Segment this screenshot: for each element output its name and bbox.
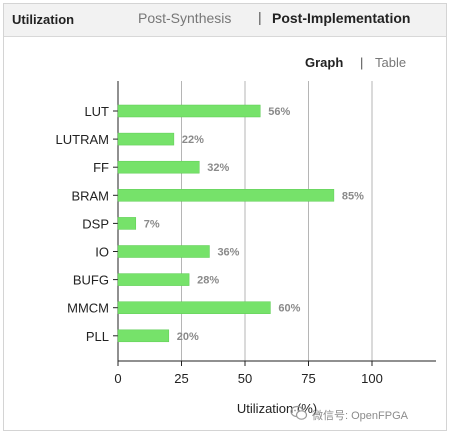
panel-title: Utilization (12, 12, 75, 27)
bar-dsp (117, 217, 137, 230)
tab-post-implementation[interactable]: Post-Implementation (272, 10, 411, 26)
category-label: DSP (82, 216, 109, 231)
view-toggle-separator: | (360, 55, 364, 70)
value-label: 60% (278, 303, 300, 315)
x-tick-label: 25 (174, 371, 188, 386)
category-label: PLL (86, 329, 109, 344)
tab-separator: | (258, 9, 262, 25)
value-label: 22% (182, 134, 204, 146)
value-label: 20% (177, 331, 199, 343)
bar-mmcm (117, 301, 271, 314)
watermark-text: 微信号: OpenFPGA (312, 410, 408, 422)
category-label: MMCM (67, 301, 109, 316)
x-tick-label: 75 (301, 371, 315, 386)
value-label: 85% (342, 190, 364, 202)
value-label: 36% (217, 247, 239, 259)
bar-io (117, 245, 210, 258)
bar-bufg (117, 273, 190, 286)
category-label: LUTRAM (56, 132, 109, 147)
tab-post-synthesis[interactable]: Post-Synthesis (138, 10, 232, 26)
category-label: IO (95, 245, 109, 260)
value-label: 32% (207, 162, 229, 174)
panel-header: Utilization Post-Synthesis | Post-Implem… (4, 4, 446, 37)
value-label: 28% (197, 275, 219, 287)
x-tick-label: 50 (238, 371, 252, 386)
bar-pll (117, 329, 170, 343)
view-graph-toggle[interactable]: Graph (305, 55, 344, 70)
value-label: 56% (268, 106, 290, 118)
x-tick-label: 100 (361, 371, 383, 386)
value-label: 7% (144, 218, 160, 230)
view-table-toggle[interactable]: Table (375, 55, 407, 70)
category-label: LUT (84, 104, 109, 119)
wechat-icon (290, 405, 308, 420)
x-tick-label: 0 (114, 371, 121, 386)
bar-ff (117, 160, 200, 174)
category-label: BRAM (71, 188, 109, 203)
bar-lutram (117, 132, 175, 146)
bar-lut (117, 104, 261, 118)
utilization-panel: Utilization Post-Synthesis | Post-Implem… (3, 3, 447, 431)
bar-bram (117, 189, 335, 202)
category-label: FF (93, 160, 109, 175)
category-label: BUFG (73, 273, 109, 288)
